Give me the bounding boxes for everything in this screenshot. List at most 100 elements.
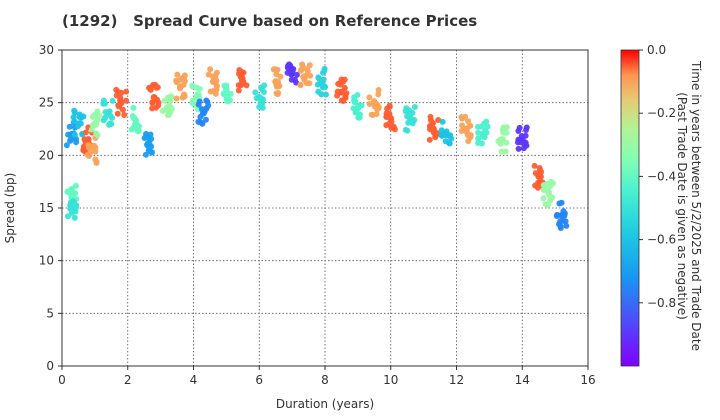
data-point xyxy=(189,83,196,90)
data-point xyxy=(77,113,84,120)
data-point xyxy=(88,146,95,154)
data-point xyxy=(307,72,314,79)
data-point xyxy=(341,76,348,83)
data-point xyxy=(101,100,108,107)
data-point xyxy=(71,214,78,221)
scatter-points xyxy=(63,61,570,231)
data-point xyxy=(144,141,151,149)
data-point xyxy=(531,162,538,169)
data-point xyxy=(222,88,230,96)
data-point xyxy=(145,134,152,141)
data-point xyxy=(536,165,543,172)
data-point xyxy=(370,99,378,107)
x-axis-ticks: 0 2 4 6 8 10 12 14 16 xyxy=(58,366,596,387)
data-point xyxy=(299,61,306,68)
data-point xyxy=(91,120,99,128)
data-point xyxy=(402,126,409,133)
data-point xyxy=(85,142,92,149)
data-point xyxy=(130,104,137,111)
data-point xyxy=(104,109,112,117)
data-point xyxy=(515,145,522,152)
data-point xyxy=(541,182,548,189)
data-point xyxy=(481,120,488,127)
data-point xyxy=(70,114,77,121)
data-point xyxy=(255,94,263,101)
data-point xyxy=(84,136,92,143)
data-point xyxy=(174,71,181,78)
data-point xyxy=(547,197,554,204)
data-point xyxy=(342,93,349,100)
data-point xyxy=(354,104,362,112)
data-point xyxy=(550,180,557,187)
data-point xyxy=(272,66,279,73)
data-point xyxy=(373,111,380,118)
data-point xyxy=(114,110,121,117)
data-point xyxy=(562,218,569,225)
data-point xyxy=(557,222,564,229)
colorbar-tick-label: 0.0 xyxy=(647,43,666,57)
data-point xyxy=(176,83,184,91)
data-point xyxy=(479,130,487,138)
data-point xyxy=(173,95,180,102)
data-point xyxy=(142,151,149,158)
data-point xyxy=(545,188,552,196)
data-point xyxy=(94,132,101,139)
data-point xyxy=(121,112,128,119)
data-point xyxy=(532,182,539,189)
data-point xyxy=(459,122,466,129)
data-point xyxy=(203,105,210,112)
data-point xyxy=(368,111,375,118)
data-point xyxy=(301,72,309,80)
data-point xyxy=(446,140,453,147)
data-point xyxy=(259,86,266,93)
data-point xyxy=(177,76,184,83)
data-point xyxy=(221,82,228,89)
data-point xyxy=(89,113,96,120)
data-point xyxy=(500,129,507,136)
data-point xyxy=(68,209,75,216)
data-point xyxy=(432,134,439,141)
chart-title: (1292) Spread Curve based on Reference P… xyxy=(62,12,477,30)
data-point xyxy=(64,213,71,220)
data-point xyxy=(113,86,120,93)
data-point xyxy=(318,91,325,98)
data-point xyxy=(523,124,530,131)
data-point xyxy=(558,211,566,219)
data-point xyxy=(293,71,300,78)
data-point xyxy=(563,222,570,229)
data-point xyxy=(71,107,78,114)
x-tick-label: 2 xyxy=(124,373,132,387)
data-point xyxy=(439,118,446,125)
data-point xyxy=(163,104,171,112)
data-point xyxy=(338,88,345,96)
data-point xyxy=(123,88,130,95)
data-point xyxy=(540,195,547,202)
y-tick-label: 25 xyxy=(39,96,54,110)
data-point xyxy=(340,98,347,105)
data-point xyxy=(334,92,341,99)
x-tick-label: 0 xyxy=(58,373,66,387)
data-point xyxy=(181,93,188,100)
y-tick-label: 5 xyxy=(46,306,54,320)
data-point xyxy=(462,125,470,133)
data-point xyxy=(366,94,373,101)
data-point xyxy=(94,108,101,115)
y-tick-label: 10 xyxy=(39,254,54,268)
x-tick-label: 4 xyxy=(190,373,198,387)
data-point xyxy=(288,76,295,83)
data-point xyxy=(475,135,482,142)
data-point xyxy=(130,115,138,122)
colorbar-tick-label: −0.2 xyxy=(647,106,676,120)
data-point xyxy=(205,71,212,78)
data-point xyxy=(297,81,304,88)
data-point xyxy=(149,99,156,106)
y-axis-ticks: 0 5 10 15 20 25 30 xyxy=(39,43,62,373)
colorbar xyxy=(620,49,640,367)
data-point xyxy=(465,118,472,125)
colorbar-ticks: 0.0 −0.2 −0.4 −0.6 −0.8 xyxy=(639,43,676,310)
data-point xyxy=(430,125,437,133)
data-point xyxy=(318,78,326,85)
data-point xyxy=(375,104,382,111)
colorbar-tick-label: −0.4 xyxy=(647,169,676,183)
